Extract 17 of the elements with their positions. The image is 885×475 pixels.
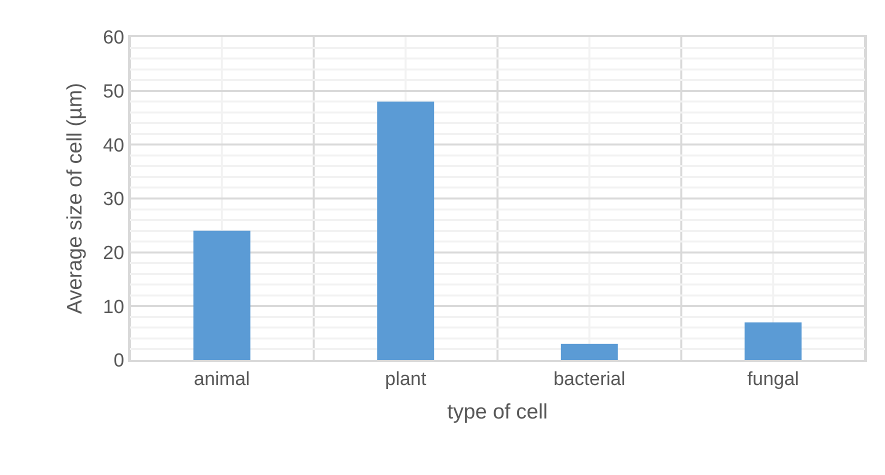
y-tick-label: 30 <box>103 189 124 210</box>
y-tick-label: 10 <box>103 296 124 318</box>
y-tick-label: 40 <box>103 135 124 156</box>
y-axis-title: Average size of cell (µm) <box>64 82 87 314</box>
x-tick-label: animal <box>194 368 250 390</box>
y-tick-label: 50 <box>103 81 124 102</box>
bar <box>193 230 250 360</box>
x-tick-label: plant <box>385 368 427 390</box>
x-tick-label: fungal <box>747 368 800 390</box>
bar <box>377 102 434 360</box>
y-tick-label: 60 <box>103 28 124 49</box>
y-tick-label: 0 <box>114 350 124 372</box>
bar <box>744 322 802 360</box>
x-axis-title: type of cell <box>447 400 548 424</box>
y-tick-label: 20 <box>103 242 124 264</box>
bar <box>560 344 618 360</box>
x-tick-label: bacterial <box>553 368 626 390</box>
